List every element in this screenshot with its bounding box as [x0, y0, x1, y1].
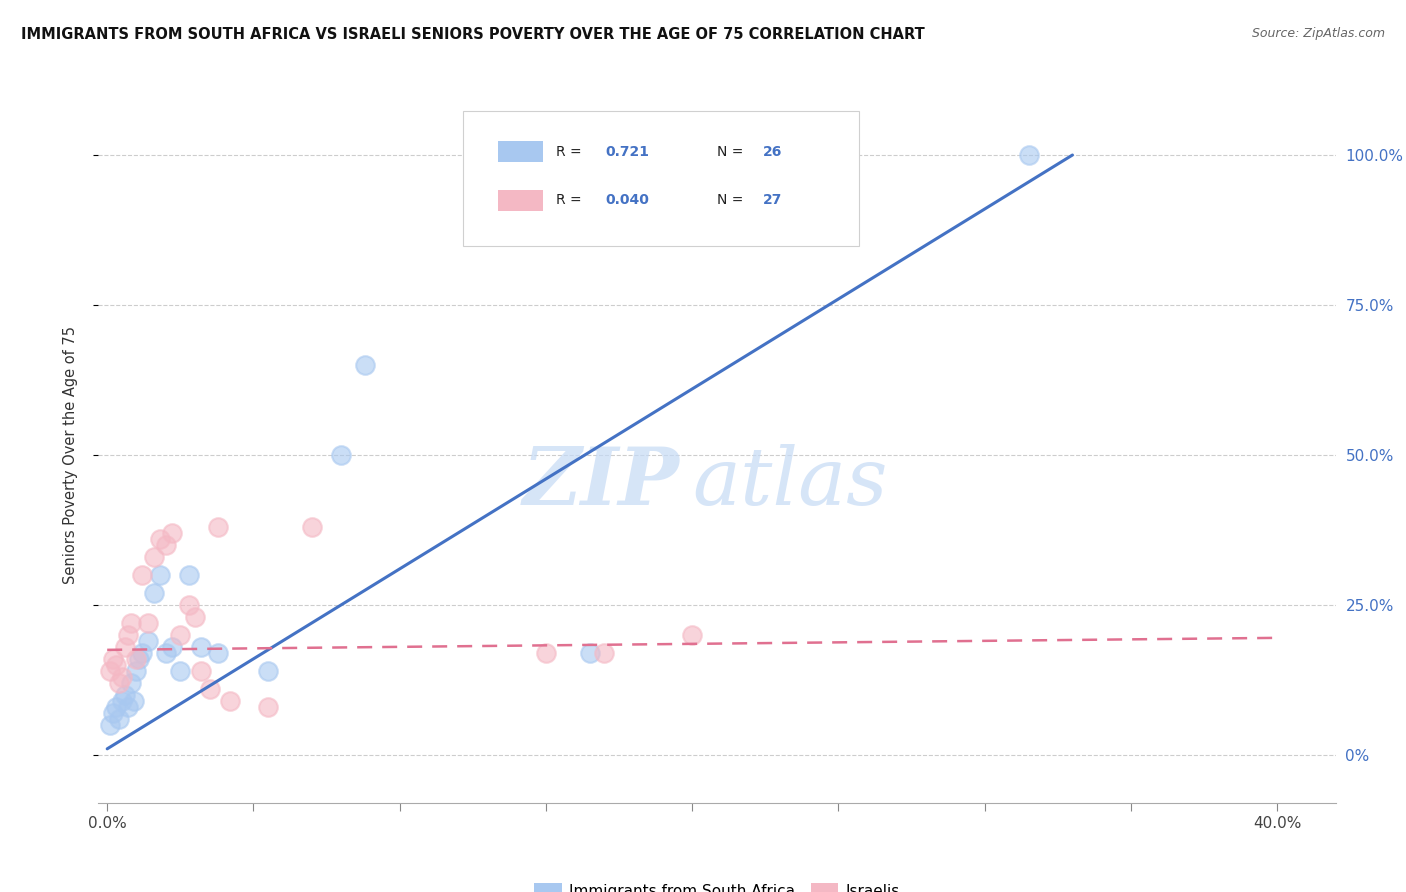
- Point: [330, 448, 353, 462]
- Point: [104, 657, 127, 672]
- Point: [184, 610, 207, 624]
- Point: [207, 646, 229, 660]
- Text: R =: R =: [557, 194, 586, 207]
- Legend: Immigrants from South Africa, Israelis: Immigrants from South Africa, Israelis: [529, 877, 905, 892]
- Text: N =: N =: [717, 194, 748, 207]
- Point: [125, 652, 148, 666]
- Point: [131, 567, 153, 582]
- Point: [160, 525, 183, 540]
- Point: [131, 646, 153, 660]
- Text: 0.040: 0.040: [606, 194, 650, 207]
- Point: [108, 676, 131, 690]
- Point: [198, 681, 221, 696]
- Point: [160, 640, 183, 654]
- Point: [353, 358, 375, 372]
- Text: atlas: atlas: [692, 444, 887, 522]
- Point: [101, 652, 124, 666]
- Y-axis label: Seniors Poverty Over the Age of 75: Seniors Poverty Over the Age of 75: [63, 326, 77, 584]
- Point: [257, 699, 280, 714]
- Point: [125, 664, 148, 678]
- Text: ZIP: ZIP: [523, 444, 681, 522]
- Point: [579, 646, 602, 660]
- Point: [681, 628, 703, 642]
- Point: [98, 718, 121, 732]
- Point: [108, 712, 131, 726]
- Point: [593, 646, 616, 660]
- Point: [143, 549, 166, 564]
- Point: [257, 664, 280, 678]
- Text: 26: 26: [763, 145, 782, 159]
- Point: [117, 628, 139, 642]
- Point: [149, 567, 172, 582]
- Point: [169, 628, 191, 642]
- Point: [120, 676, 142, 690]
- FancyBboxPatch shape: [498, 141, 543, 162]
- Point: [136, 633, 159, 648]
- Point: [169, 664, 191, 678]
- Point: [177, 598, 200, 612]
- Point: [120, 615, 142, 630]
- Point: [219, 694, 242, 708]
- Point: [114, 688, 136, 702]
- Point: [177, 567, 200, 582]
- Point: [207, 520, 229, 534]
- Point: [101, 706, 124, 720]
- Text: N =: N =: [717, 145, 748, 159]
- Point: [122, 694, 145, 708]
- Point: [136, 615, 159, 630]
- Point: [155, 646, 177, 660]
- Point: [98, 664, 121, 678]
- FancyBboxPatch shape: [464, 111, 859, 246]
- Point: [149, 532, 172, 546]
- Point: [104, 699, 127, 714]
- Text: Source: ZipAtlas.com: Source: ZipAtlas.com: [1251, 27, 1385, 40]
- Text: IMMIGRANTS FROM SOUTH AFRICA VS ISRAELI SENIORS POVERTY OVER THE AGE OF 75 CORRE: IMMIGRANTS FROM SOUTH AFRICA VS ISRAELI …: [21, 27, 925, 42]
- Point: [114, 640, 136, 654]
- Text: R =: R =: [557, 145, 586, 159]
- Point: [143, 586, 166, 600]
- FancyBboxPatch shape: [498, 190, 543, 211]
- Point: [190, 664, 212, 678]
- Point: [111, 694, 134, 708]
- Point: [155, 538, 177, 552]
- Point: [1018, 148, 1040, 162]
- Point: [128, 652, 150, 666]
- Text: 0.721: 0.721: [606, 145, 650, 159]
- Text: 27: 27: [763, 194, 782, 207]
- Point: [190, 640, 212, 654]
- Point: [301, 520, 323, 534]
- Point: [117, 699, 139, 714]
- Point: [534, 646, 557, 660]
- Point: [111, 670, 134, 684]
